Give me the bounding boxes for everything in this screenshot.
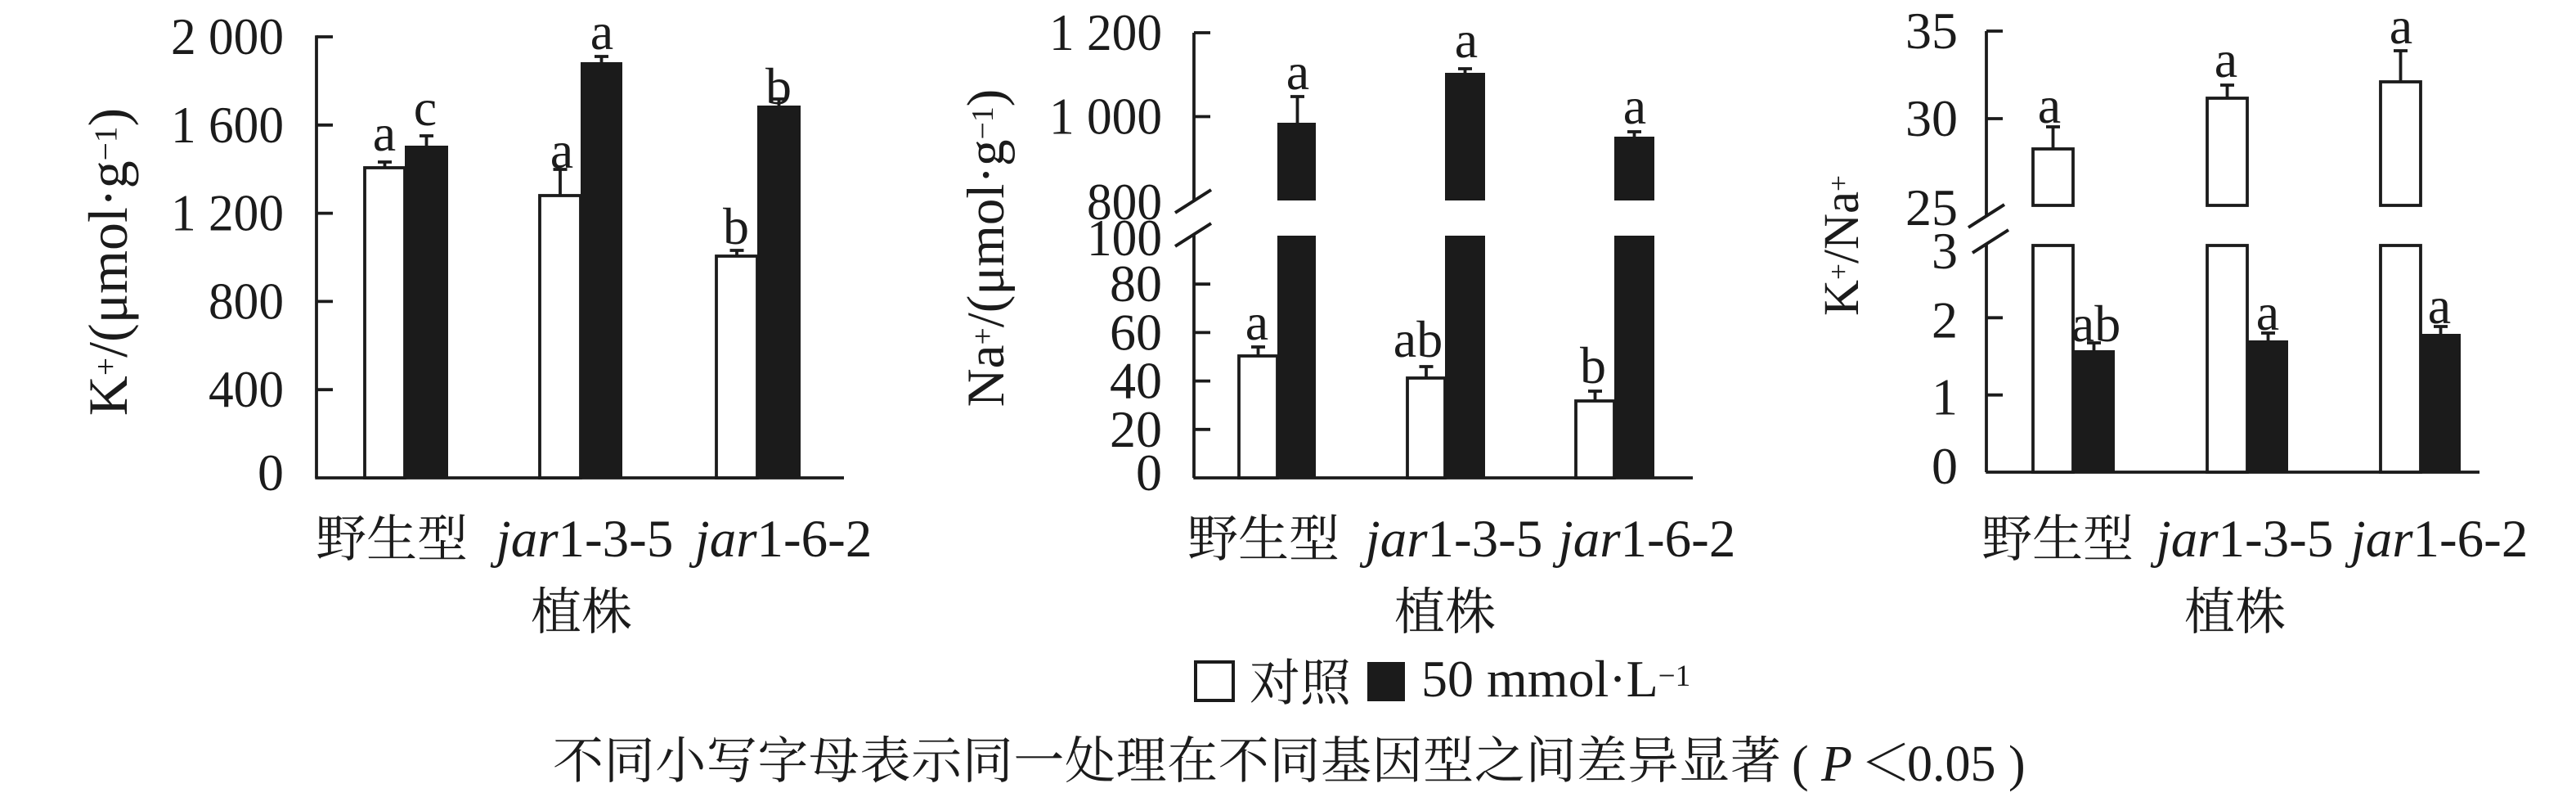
svg-text:a: a [2038, 76, 2061, 134]
svg-text:0: 0 [1932, 437, 1958, 495]
svg-text:K+/Na+: K+/Na+ [1815, 175, 1869, 316]
svg-text:a: a [2215, 30, 2237, 88]
svg-text:Na+/(μmol·g−1): Na+/(μmol·g−1) [957, 89, 1016, 408]
svg-text:800: 800 [209, 272, 284, 330]
svg-text:jar1-3-5: jar1-3-5 [1360, 510, 1543, 569]
svg-text:60: 60 [1110, 303, 1162, 361]
svg-text:a: a [2390, 0, 2412, 55]
svg-text:0.05 ): 0.05 ) [1907, 736, 2026, 792]
svg-text:a: a [1245, 293, 1268, 351]
svg-text:0: 0 [258, 444, 284, 502]
svg-text:1 200: 1 200 [1049, 3, 1162, 61]
svg-text:a: a [2428, 277, 2451, 335]
svg-text:a: a [1455, 11, 1478, 69]
svg-text:1 000: 1 000 [1049, 88, 1162, 146]
svg-text:800: 800 [1087, 173, 1162, 231]
svg-text:1 600: 1 600 [171, 96, 284, 154]
svg-text:a: a [373, 104, 396, 162]
svg-text:jar1-6-2: jar1-6-2 [2345, 510, 2529, 569]
svg-text:b: b [1580, 336, 1606, 394]
svg-text:40: 40 [1110, 352, 1162, 410]
svg-text:a: a [1623, 77, 1646, 135]
svg-text:b: b [765, 57, 792, 115]
svg-text:35: 35 [1905, 2, 1958, 60]
svg-text:ab: ab [2071, 295, 2120, 353]
svg-text:2 000: 2 000 [171, 7, 284, 65]
svg-text:25: 25 [1905, 178, 1958, 236]
svg-text:400: 400 [209, 360, 284, 418]
svg-text:jar1-3-5: jar1-3-5 [2151, 510, 2334, 569]
svg-text:a: a [590, 2, 613, 61]
svg-text:1: 1 [1932, 368, 1958, 426]
svg-text:a: a [2256, 283, 2279, 341]
svg-text:jar1-3-5: jar1-3-5 [491, 510, 674, 569]
svg-text:b: b [723, 197, 749, 255]
svg-text:0: 0 [1136, 444, 1162, 502]
svg-text:30: 30 [1905, 89, 1958, 147]
svg-text:a: a [550, 121, 573, 179]
svg-text:20: 20 [1110, 400, 1162, 458]
svg-text:a: a [1286, 43, 1309, 101]
svg-text:50 mmol·L−1: 50 mmol·L−1 [1421, 650, 1690, 708]
svg-text:jar1-6-2: jar1-6-2 [689, 510, 873, 569]
svg-text:c: c [414, 79, 437, 137]
svg-text:100: 100 [1087, 209, 1162, 267]
svg-text:3: 3 [1932, 222, 1958, 280]
svg-text:jar1-6-2: jar1-6-2 [1553, 510, 1736, 569]
svg-text:ab: ab [1393, 310, 1443, 368]
svg-text:80: 80 [1110, 254, 1162, 313]
svg-text:1 200: 1 200 [171, 184, 284, 242]
svg-text:( P: ( P [1792, 736, 1852, 792]
svg-text:2: 2 [1932, 290, 1958, 349]
